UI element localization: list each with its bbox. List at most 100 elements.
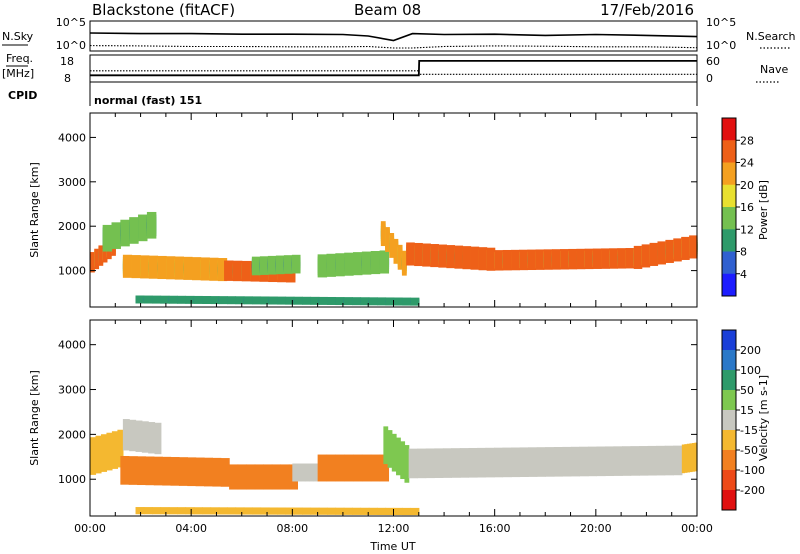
power-cell-10-31-4 [393, 297, 403, 306]
vel-cell-9-33-0 [410, 507, 420, 516]
vel-cell-5-6-0 [370, 454, 381, 482]
vel-cell-9-15-0 [260, 507, 270, 515]
velocity-colorbar-swatch-3 [722, 390, 736, 411]
power-ytick-label-0: 1000 [58, 265, 86, 278]
vel-cell-9-29-0 [377, 507, 387, 515]
power-cell-5-1-4 [326, 253, 336, 277]
velocity-xtick-label-0: 00:00 [74, 522, 106, 535]
vel-cell-4-0-0 [292, 463, 298, 482]
power-cell-10-13-4 [243, 296, 253, 305]
vel-cell-9-28-0 [368, 507, 378, 515]
vel-cell-7-23-0 [605, 446, 615, 477]
power-cell-10-15-4 [260, 296, 270, 305]
power-cell-10-32-4 [402, 297, 412, 306]
vel-cell-2-4-0 [153, 456, 163, 486]
noise-left-tick-top: 10^5 [56, 16, 86, 29]
power-cell-10-9-4 [210, 296, 220, 305]
vel-cell-2-3-0 [145, 456, 155, 486]
power-cell-10-24-4 [335, 297, 345, 306]
power-colorbar-tick-label-0: 4 [740, 268, 747, 281]
power-cell-0-1-4 [94, 248, 100, 270]
velocity-ytick-label-1: 2000 [58, 428, 86, 441]
velocity-colorbar-tick-label-5: -50 [740, 444, 758, 457]
power-cell-10-14-4 [252, 296, 262, 305]
power-colorbar-swatch-7 [722, 273, 736, 297]
vel-cell-9-19-0 [293, 507, 303, 515]
vel-cell-4-3-0 [304, 463, 310, 482]
vel-cell-9-30-0 [385, 507, 395, 516]
velocity-colorbar-swatch-2 [722, 370, 736, 391]
vel-cell-6-4-0 [400, 441, 406, 479]
velocity-xtick-label-6: 00:00 [681, 522, 713, 535]
vel-cell-7-15-0 [536, 447, 546, 477]
power-cell-10-12-4 [235, 296, 245, 305]
vel-cell-9-31-0 [393, 507, 403, 516]
power-cell-8-11-4 [584, 248, 594, 270]
power-cell-4-0-4 [251, 256, 261, 276]
velocity-y-label: Slant Range [km] [28, 370, 41, 466]
vel-cell-7-24-0 [613, 446, 623, 476]
power-cell-4-4-4 [283, 255, 293, 274]
power-heatmap-cells [90, 211, 698, 306]
power-cell-10-23-4 [327, 296, 337, 305]
power-cell-8-16-4 [625, 248, 635, 269]
power-colorbar-label: Power [dB] [757, 180, 770, 240]
power-cell-10-26-4 [352, 297, 362, 306]
velocity-colorbar-swatch-7 [722, 470, 736, 491]
velocity-colorbar-tick-label-6: -100 [740, 464, 765, 477]
vel-cell-9-14-0 [252, 507, 262, 515]
power-cell-4-2-4 [267, 255, 277, 275]
power-cell-8-9-4 [568, 248, 578, 270]
velocity-xtick-label-4: 16:00 [479, 522, 511, 535]
vel-cell-9-24-0 [335, 507, 345, 515]
velocity-y-axis: 1000 2000 3000 4000 [58, 339, 697, 486]
power-cell-10-5-4 [177, 295, 187, 304]
power-x-ticks [89, 113, 698, 307]
vel-cell-1-3-0 [141, 421, 149, 453]
power-cell-7-7-4 [462, 246, 472, 270]
power-colorbar-tick-label-1: 8 [740, 246, 747, 259]
power-cell-10-20-4 [302, 296, 312, 305]
power-cell-8-14-4 [609, 248, 618, 269]
vel-cell-0-1-0 [95, 435, 102, 474]
vel-cell-9-7-0 [193, 507, 203, 515]
power-cell-9-6-4 [681, 236, 690, 260]
power-cell-8-12-4 [592, 248, 602, 269]
vel-cell-9-3-0 [160, 507, 170, 515]
power-colorbar-tick-label-3: 16 [740, 201, 754, 214]
power-colorbar-tick-label-4: 20 [740, 179, 754, 192]
freq-right-label: Nave [760, 63, 788, 76]
power-cell-8-2-4 [511, 249, 520, 271]
vel-cell-5-1-0 [326, 454, 336, 482]
freq-left-tick-bottom: 8 [64, 72, 71, 85]
power-cell-7-5-4 [446, 245, 456, 269]
velocity-colorbar-tick-label-7: -200 [740, 484, 765, 497]
vel-cell-9-22-0 [318, 507, 328, 515]
power-cell-5-3-4 [344, 252, 354, 276]
vel-cell-5-2-0 [335, 454, 345, 482]
power-cell-8-3-4 [519, 249, 528, 271]
vel-cell-7-13-0 [519, 447, 529, 477]
power-cell-9-7-4 [689, 235, 698, 259]
vel-cell-9-23-0 [327, 507, 337, 515]
date-title: 17/Feb/2016 [600, 1, 694, 19]
power-cell-9-3-4 [657, 241, 666, 265]
vel-cell-0-5-0 [117, 429, 124, 468]
vel-cell-7-21-0 [587, 446, 598, 477]
power-cell-9-1-4 [641, 244, 651, 268]
power-cell-2-5-4 [166, 256, 176, 280]
power-cell-2-6-4 [174, 256, 184, 280]
vel-cell-3-5-0 [271, 464, 281, 490]
vel-cell-7-29-0 [656, 445, 666, 476]
power-cell-10-11-4 [227, 296, 237, 305]
freq-left-tick-top: 18 [60, 55, 74, 68]
vel-cell-6-5-0 [404, 445, 410, 483]
freq-left-label: Freq. [6, 52, 33, 65]
vel-cell-7-0-0 [408, 448, 418, 479]
power-colorbar-swatch-6 [722, 251, 736, 275]
vel-cell-4-5-0 [313, 463, 319, 482]
vel-cell-7-18-0 [562, 446, 572, 477]
vel-cell-1-4-0 [148, 422, 156, 454]
power-cell-6-1-4 [385, 227, 390, 252]
vel-cell-7-31-0 [673, 445, 683, 476]
